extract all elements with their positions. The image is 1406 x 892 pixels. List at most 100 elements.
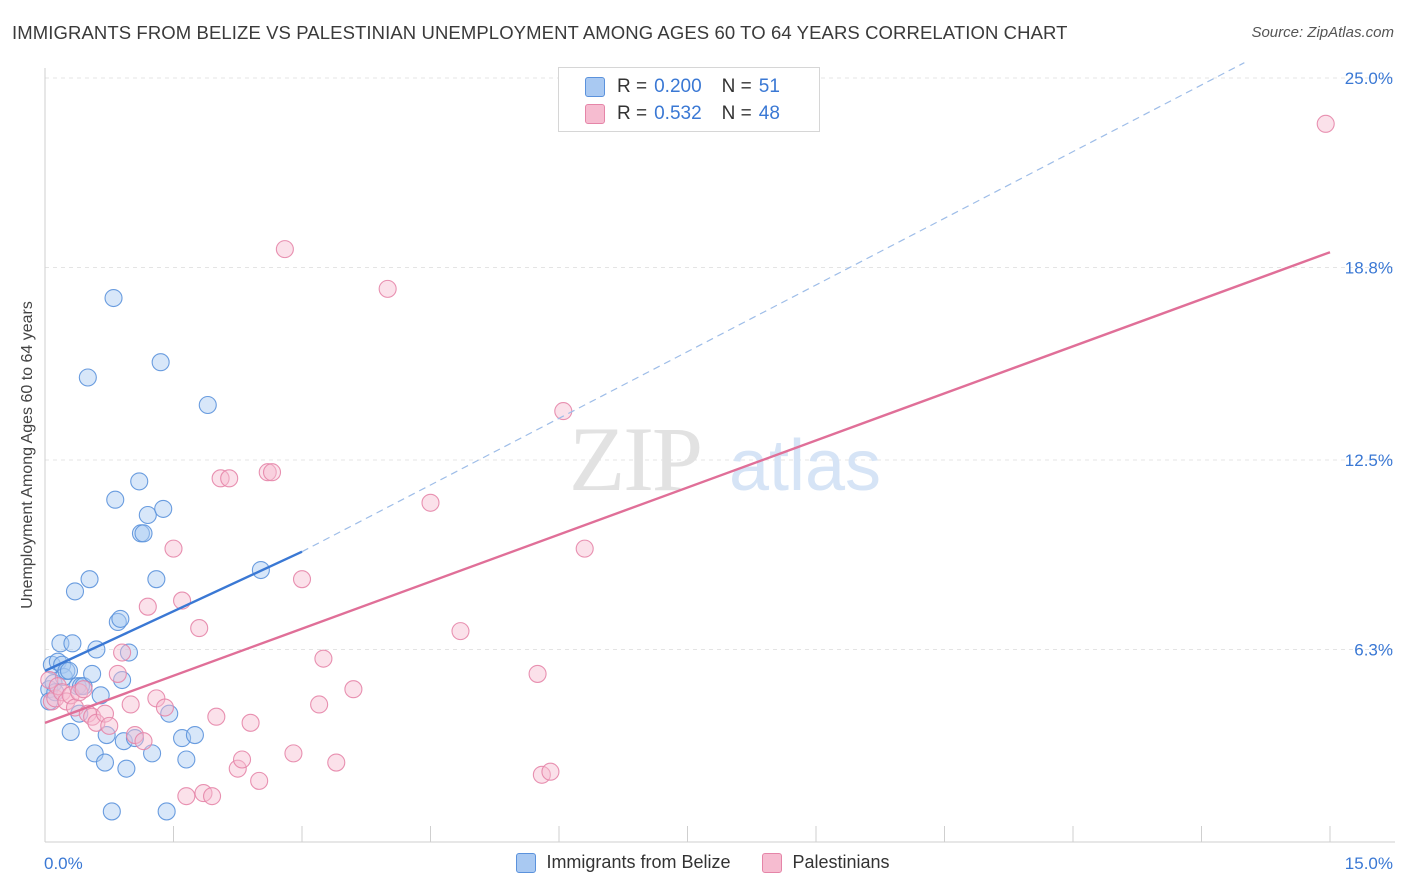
y-tick-label-3: 25.0% — [1345, 69, 1393, 88]
legend-r-value: 0.532 — [654, 103, 702, 124]
palestinian-point-46 — [421, 493, 440, 512]
palestinian-point-42 — [314, 649, 333, 668]
palestinian-point-32 — [228, 759, 247, 778]
palestinian-point-25 — [177, 787, 196, 806]
belize-point-23 — [91, 686, 110, 705]
palestinian-point-28 — [203, 787, 222, 806]
belize-point-43 — [154, 499, 173, 518]
belize-point-39 — [138, 505, 157, 525]
palestinian-point-19 — [134, 732, 153, 751]
belize-point-42 — [151, 353, 170, 372]
watermark-zip: ZIP — [569, 408, 701, 510]
palestinian-point-45 — [378, 279, 397, 298]
legend-r-label: R = — [617, 76, 648, 97]
palestinian-point-16 — [113, 643, 132, 662]
palestinian-point-20 — [138, 597, 157, 616]
series-belize-points — [40, 288, 270, 821]
palestinian-point-35 — [250, 771, 269, 790]
belize-point-18 — [78, 368, 97, 387]
legend-r-value: 0.200 — [654, 76, 702, 97]
belize-point-27 — [104, 288, 123, 308]
palestinian-point-38 — [275, 240, 294, 259]
palestinian-point-29 — [207, 707, 226, 726]
palestinian-point-31 — [220, 469, 239, 488]
belize-point-20 — [83, 664, 102, 683]
trend-palestinians — [44, 251, 1331, 724]
belize-point-21 — [85, 744, 104, 763]
belize-point-19 — [80, 570, 99, 589]
legend-item-palestinians: Palestinians — [762, 852, 890, 873]
watermark-atlas: atlas — [729, 426, 881, 506]
palestinian-point-33 — [232, 750, 252, 769]
tick-labels: 6.3% 12.5% 18.8% 25.0% 0.0% 15.0% — [44, 69, 1393, 873]
legend-swatch-palestinians — [585, 104, 605, 124]
belize-point-11 — [61, 722, 80, 742]
x-tick-label-1: 15.0% — [1345, 854, 1393, 873]
legend-row-belize: R = 0.200 N = 51 — [585, 74, 780, 100]
legend-n-label: N = — [721, 76, 752, 97]
palestinian-point-26 — [190, 619, 209, 638]
palestinian-point-43 — [327, 753, 346, 772]
belize-point-40 — [143, 744, 162, 763]
palestinian-point-47 — [451, 622, 470, 641]
grid-layer — [45, 77, 1395, 650]
axis-layer — [44, 68, 1395, 843]
trend-lines — [44, 62, 1331, 724]
source-label: Source: ZipAtlas.com — [1251, 24, 1394, 41]
legend-row-palestinians: R = 0.532 N = 48 — [585, 101, 780, 127]
legend-swatch-palestinians — [762, 852, 783, 873]
palestinian-point-50 — [541, 762, 560, 781]
legend-label-palestinians: Palestinians — [792, 852, 890, 872]
legend-swatch-belize — [516, 852, 537, 873]
belize-point-48 — [185, 725, 204, 745]
palestinian-point-37 — [262, 463, 282, 482]
belize-point-49 — [198, 395, 217, 415]
legend-label-belize: Immigrants from Belize — [546, 852, 731, 872]
belize-point-41 — [147, 570, 166, 589]
belize-point-47 — [177, 750, 196, 769]
correlation-legend: R = 0.200 N = 51 R = 0.532 N = 48 — [558, 67, 820, 132]
chart-title: IMMIGRANTS FROM BELIZE VS PALESTINIAN UN… — [12, 22, 1068, 43]
palestinian-point-53 — [1316, 114, 1335, 133]
belize-point-10 — [59, 661, 79, 680]
y-tick-label-0: 6.3% — [1354, 640, 1393, 659]
trend-belize-extrapolated — [301, 62, 1245, 553]
legend-r-label: R = — [617, 103, 648, 124]
palestinian-point-51 — [554, 402, 573, 421]
belize-point-32 — [114, 732, 133, 751]
y-tick-label-2: 18.8% — [1345, 258, 1393, 277]
palestinian-point-40 — [292, 570, 312, 589]
belize-point-26 — [102, 802, 121, 821]
belize-point-29 — [108, 612, 127, 632]
palestinian-point-23 — [164, 539, 183, 558]
legend-item-belize: Immigrants from Belize — [516, 852, 730, 873]
palestinian-point-52 — [575, 539, 594, 558]
belize-point-24 — [95, 753, 115, 772]
palestinian-point-39 — [284, 744, 303, 763]
palestinian-point-48 — [528, 664, 547, 683]
legend-n-value: 48 — [758, 103, 780, 124]
legend-n-value: 51 — [758, 76, 780, 97]
legend-swatch-belize — [585, 77, 605, 97]
series-palestinians-points — [40, 114, 1335, 806]
belize-point-30 — [111, 609, 130, 628]
palestinian-point-41 — [310, 695, 329, 714]
belize-point-44 — [157, 802, 176, 821]
belize-point-33 — [117, 759, 136, 778]
belize-point-36 — [130, 472, 149, 491]
belize-point-34 — [119, 643, 139, 662]
watermark: ZIP atlas — [569, 408, 881, 510]
palestinian-point-1 — [42, 692, 61, 711]
belize-point-38 — [134, 524, 153, 543]
x-tick-label-0: 0.0% — [44, 854, 83, 873]
belize-point-12 — [63, 634, 82, 653]
palestinian-point-44 — [344, 680, 363, 699]
legend-n-label: N = — [721, 103, 752, 124]
trend-belize — [44, 550, 303, 672]
palestinian-point-36 — [258, 463, 277, 482]
palestinian-point-14 — [100, 716, 119, 735]
belize-point-28 — [106, 490, 125, 509]
palestinian-point-34 — [241, 713, 260, 732]
series-legend: Immigrants from Belize Palestinians — [0, 852, 1406, 873]
palestinian-point-17 — [121, 695, 140, 714]
